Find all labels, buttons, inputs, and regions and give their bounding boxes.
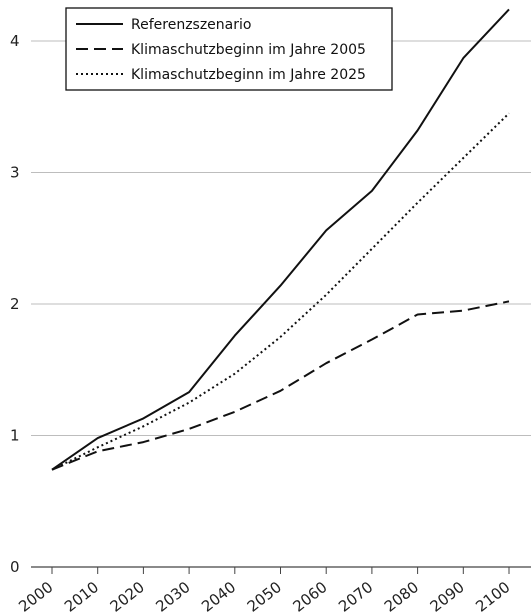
x-tick-label: 2050 <box>244 578 285 616</box>
legend-label: Referenzszenario <box>131 17 251 33</box>
x-tick-label: 2080 <box>381 578 422 616</box>
y-tick-label: 3 <box>10 164 20 182</box>
y-tick-label: 2 <box>10 295 20 313</box>
x-tick-label: 2010 <box>61 578 102 616</box>
y-tick-label: 1 <box>10 427 20 445</box>
legend-label: Klimaschutzbeginn im Jahre 2025 <box>131 67 366 83</box>
x-tick-label: 2030 <box>152 578 193 616</box>
y-tick-label: 4 <box>10 32 20 50</box>
x-tick-label: 2000 <box>15 578 56 616</box>
x-tick-label: 2100 <box>472 578 513 616</box>
x-tick-label: 2020 <box>107 578 148 616</box>
x-tick-label: 2090 <box>427 578 468 616</box>
x-tick-label: 2040 <box>198 578 239 616</box>
legend-label: Klimaschutzbeginn im Jahre 2005 <box>131 42 366 58</box>
series-line-solid <box>51 8 510 471</box>
y-tick-label: 0 <box>10 558 20 576</box>
x-tick-label: 2070 <box>335 578 376 616</box>
series-group <box>51 8 510 471</box>
legend: Referenzszenario Klimaschutzbeginn im Jah… <box>65 7 393 91</box>
series-line-dashed <box>51 300 510 471</box>
x-tick-label: 2060 <box>289 578 330 616</box>
axes: 0 1 2 3 4 2000 2010 2020 2030 2040 2050 2060 2070 208… <box>10 32 531 616</box>
series-line-dotted <box>51 112 510 471</box>
gridlines <box>31 40 531 436</box>
